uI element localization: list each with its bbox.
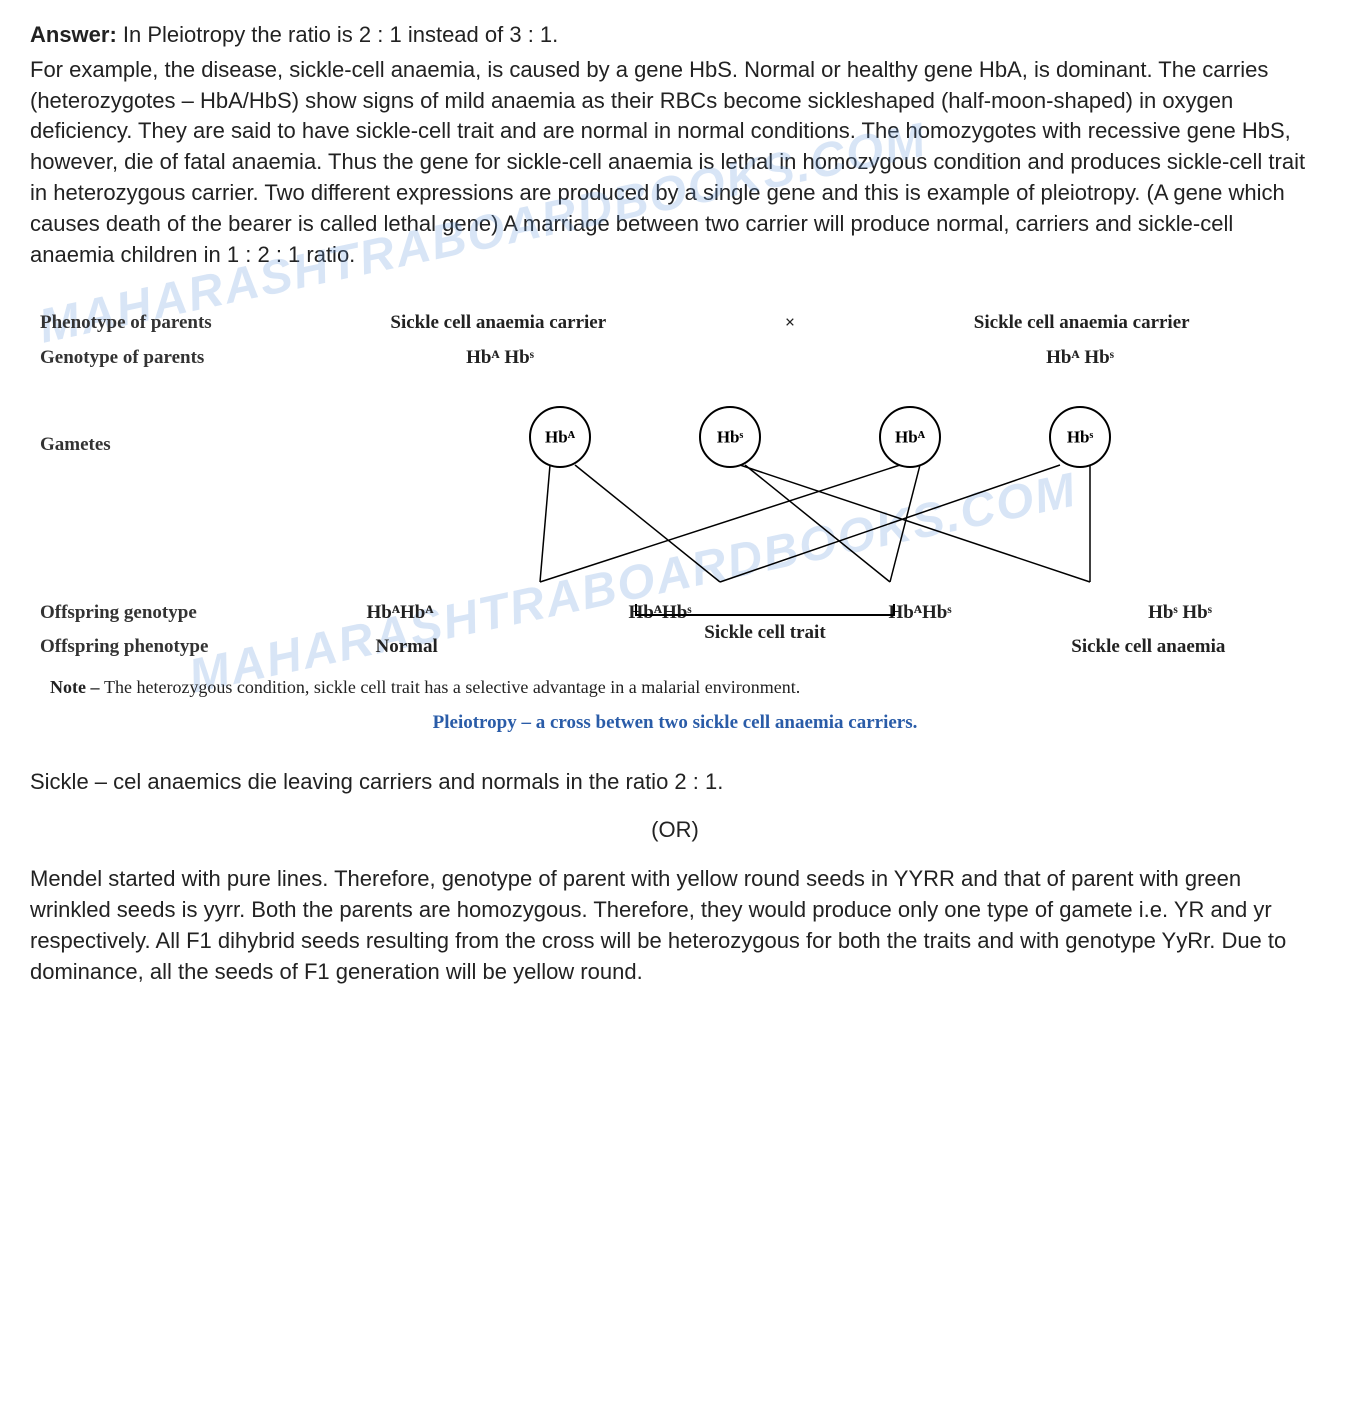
answer-label: Answer: (30, 22, 117, 47)
parent1-pheno: Sickle cell anaemia carrier (328, 310, 668, 337)
diagram-note: Note – The heterozygous condition, sickl… (40, 675, 1310, 700)
off-pheno-0: Normal (332, 634, 482, 661)
gamete-2: Hbᴬ (895, 427, 926, 446)
or-separator: (OR) (30, 815, 1320, 846)
row-label-geno-parents: Genotype of parents (40, 345, 270, 372)
p3-text: Sickle – cel anaemics die leaving carrie… (30, 767, 1320, 798)
p1-text: In Pleiotropy the ratio is 2 : 1 instead… (117, 22, 558, 47)
gamete-cross-svg: Hbᴬ Hbˢ Hbᴬ Hbˢ (270, 392, 1310, 602)
p4-text: Mendel started with pure lines. Therefor… (30, 864, 1320, 987)
gamete-0: Hbᴬ (545, 427, 576, 446)
row-label-off-pheno: Offspring phenotype (40, 634, 270, 661)
note-prefix: Note – (50, 677, 104, 697)
row-label-off-geno: Offspring genotype (40, 600, 270, 627)
parent2-pheno: Sickle cell anaemia carrier (912, 310, 1252, 337)
off-pheno-2: Sickle cell anaemia (1048, 634, 1248, 661)
off-geno-3: Hbˢ Hbˢ (1105, 600, 1255, 627)
gamete-3: Hbˢ (1067, 427, 1094, 446)
row-label-gametes: Gametes (40, 392, 270, 459)
off-pheno-1: Sickle cell trait (704, 622, 825, 643)
parent2-geno: Hbᴬ Hbˢ (910, 345, 1250, 372)
note-text: The heterozygous condition, sickle cell … (104, 677, 800, 697)
diagram-caption: Pleiotropy – a cross betwen two sickle c… (40, 710, 1310, 737)
punnett-diagram: Phenotype of parents Sickle cell anaemia… (30, 300, 1320, 746)
p2-text: For example, the disease, sickle-cell an… (30, 55, 1320, 271)
row-label-pheno-parents: Phenotype of parents (40, 310, 270, 337)
parent1-geno: Hbᴬ Hbˢ (330, 345, 670, 372)
answer-paragraph: Answer: In Pleiotropy the ratio is 2 : 1… (30, 20, 1320, 51)
cross-symbol: × (785, 310, 795, 337)
off-geno-0: HbᴬHbᴬ (325, 600, 475, 627)
gamete-1: Hbˢ (717, 427, 744, 446)
